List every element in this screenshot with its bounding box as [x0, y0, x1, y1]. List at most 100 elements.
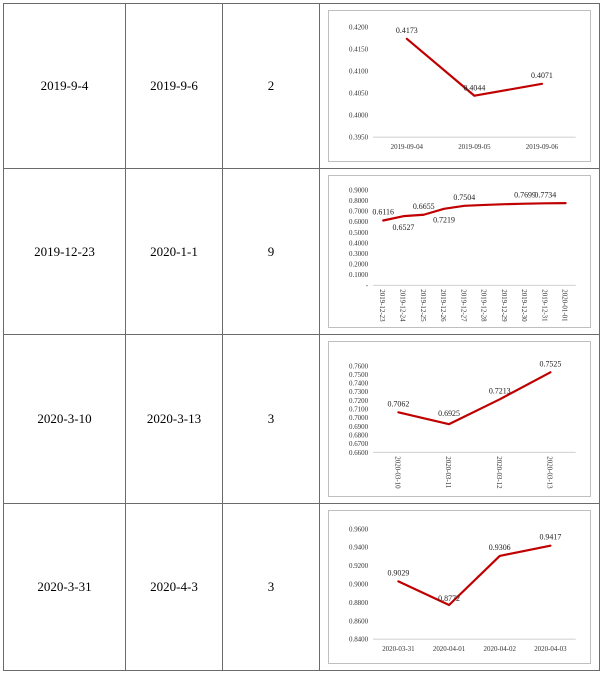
chart-frame: 0.9600 0.9400 0.9200 0.9000 0.8800 0.8600 0.84… — [328, 510, 591, 664]
y-tick-label: 0.9000 — [349, 186, 369, 194]
y-tick-label: 0.7000 — [349, 208, 369, 216]
x-tick-label: 2019-12-26 — [439, 289, 447, 322]
x-tick-label: 2019-09-04 — [391, 143, 424, 151]
data-point — [549, 371, 552, 373]
x-tick-label: 2019-12-30 — [520, 289, 528, 322]
y-tick-label: 0.6000 — [349, 218, 369, 226]
data-label: 0.7062 — [387, 399, 409, 408]
chart-cell: 0.9600 0.9400 0.9200 0.9000 0.8800 0.8600 0.84… — [319, 503, 600, 671]
data-label: 0.4173 — [396, 26, 418, 35]
data-point — [448, 604, 450, 606]
x-tick-label: 2019-12-31 — [540, 289, 548, 322]
y-tick-label: 0.9600 — [349, 525, 369, 533]
y-tick-label: 0.4000 — [349, 239, 369, 247]
line-chart: 0.9600 0.9400 0.9200 0.9000 0.8800 0.8600 0.84… — [349, 525, 576, 653]
chart-frame: 0.9000 0.8000 0.7000 0.6000 0.5000 0.4000 0.30… — [328, 175, 591, 328]
y-tick-label: 0.7400 — [349, 380, 369, 388]
y-tick-label: 0.8600 — [349, 617, 369, 625]
start-date-cell: 2020-3-10 — [3, 334, 126, 504]
x-tick-label: 2019-09-05 — [458, 143, 491, 151]
series-line — [397, 544, 552, 607]
data-point — [463, 205, 465, 207]
data-point — [549, 545, 551, 547]
table-row: 2020-3-10 2020-3-13 3 0.7600 0.7500 0.7400… — [3, 334, 600, 504]
data-label: 0.9029 — [387, 568, 409, 577]
y-tick-label: 0.6600 — [349, 449, 369, 457]
x-tick-label: 2020-03-10 — [393, 456, 401, 489]
data-point — [473, 95, 475, 97]
y-tick-label: 0.7500 — [349, 371, 369, 379]
y-tick-label: 0.6700 — [349, 440, 369, 448]
y-tick-label: 0.3000 — [349, 250, 369, 258]
x-tick-label: 2019-12-28 — [480, 289, 488, 322]
y-tick-label: 0.7600 — [349, 362, 369, 370]
chart-frame: 0.7600 0.7500 0.7400 0.7300 0.7200 0.7100 0.70… — [328, 341, 591, 497]
data-point — [382, 219, 384, 222]
chart-frame: 0.4200 0.4150 0.4100 0.4050 0.4000 0.3950 2019… — [328, 10, 591, 162]
count-cell: 3 — [222, 503, 320, 671]
y-tick-label: 0.4150 — [349, 45, 369, 53]
table-row: 2019-9-4 2019-9-6 2 0.4200 0.4150 0.4100 0.… — [3, 3, 600, 169]
y-tick-label: 0.9200 — [349, 562, 369, 570]
end-date-cell: 2020-4-3 — [125, 503, 223, 671]
end-date-cell: 2020-3-13 — [125, 334, 223, 504]
y-tick-label: 0.7300 — [349, 388, 369, 396]
y-tick-label: 0.2000 — [349, 261, 369, 269]
line-chart: 0.9000 0.8000 0.7000 0.6000 0.5000 0.4000 0.30… — [349, 186, 576, 322]
data-point — [541, 83, 543, 85]
data-label: 0.7734 — [534, 190, 556, 199]
chart-cell: 0.7600 0.7500 0.7400 0.7300 0.7200 0.7100 0.70… — [319, 334, 600, 504]
start-date-cell: 2019-12-23 — [3, 168, 126, 335]
data-point — [565, 202, 567, 204]
x-tick-label: 2019-12-27 — [459, 289, 467, 322]
x-tick-label: 2019-12-25 — [419, 289, 427, 322]
data-label: 0.9417 — [539, 533, 561, 542]
events-table: 2019-9-4 2019-9-6 2 0.4200 0.4150 0.4100 0.… — [3, 3, 600, 671]
y-tick-label: 0.4200 — [349, 23, 369, 31]
y-tick-label: 0.7100 — [349, 406, 369, 414]
data-label: 0.6116 — [372, 208, 394, 217]
data-point — [443, 208, 445, 210]
data-label: 0.7699 — [514, 191, 536, 200]
data-point — [524, 203, 526, 205]
y-tick-label: 0.7200 — [349, 397, 369, 405]
data-point — [406, 38, 408, 40]
x-tick-label: 2020-03-11 — [444, 456, 452, 489]
data-label: 0.7219 — [433, 216, 455, 225]
y-tick-label: 0.8000 — [349, 197, 369, 205]
y-tick-label: - — [366, 282, 369, 290]
y-tick-label: 0.4000 — [349, 112, 369, 120]
series-line — [382, 202, 567, 222]
data-label: 0.4071 — [531, 71, 553, 80]
y-tick-label: 0.5000 — [349, 229, 369, 237]
x-tick-label: 2020-04-03 — [534, 645, 567, 653]
x-tick-label: 2019-12-29 — [500, 289, 508, 322]
y-tick-label: 0.8400 — [349, 636, 369, 644]
start-date-cell: 2019-9-4 — [3, 3, 126, 169]
data-label: 0.7525 — [539, 359, 561, 368]
x-tick-label: 2019-09-06 — [526, 143, 559, 151]
data-point — [397, 580, 399, 582]
data-label: 0.6655 — [413, 202, 435, 211]
y-tick-label: 0.4100 — [349, 67, 369, 75]
data-point — [448, 423, 450, 425]
data-label: 0.6527 — [393, 223, 415, 232]
table-row: 2020-3-31 2020-4-3 3 0.9600 0.9400 0.9200 0… — [3, 503, 600, 671]
line-chart: 0.4200 0.4150 0.4100 0.4050 0.4000 0.3950 2019… — [349, 23, 576, 151]
y-tick-label: 0.6800 — [349, 431, 369, 439]
data-label: 0.8772 — [438, 594, 460, 603]
y-tick-label: 0.9000 — [349, 581, 369, 589]
data-point — [423, 214, 425, 216]
x-tick-label: 2020-03-13 — [545, 456, 553, 489]
x-tick-label: 2019-12-23 — [378, 289, 386, 322]
y-tick-label: 0.8800 — [349, 599, 369, 607]
chart-cell: 0.9000 0.8000 0.7000 0.6000 0.5000 0.4000 0.30… — [319, 168, 600, 335]
x-tick-label: 2020-04-02 — [484, 645, 517, 653]
x-tick-label: 2020-03-12 — [495, 456, 503, 489]
table-row: 2019-12-23 2020-1-1 9 0.9000 0.8000 0.7000… — [3, 168, 600, 335]
x-tick-label: 2020-03-31 — [382, 645, 415, 653]
data-label: 0.9306 — [489, 543, 511, 552]
data-point — [483, 204, 486, 206]
data-point — [402, 215, 405, 217]
